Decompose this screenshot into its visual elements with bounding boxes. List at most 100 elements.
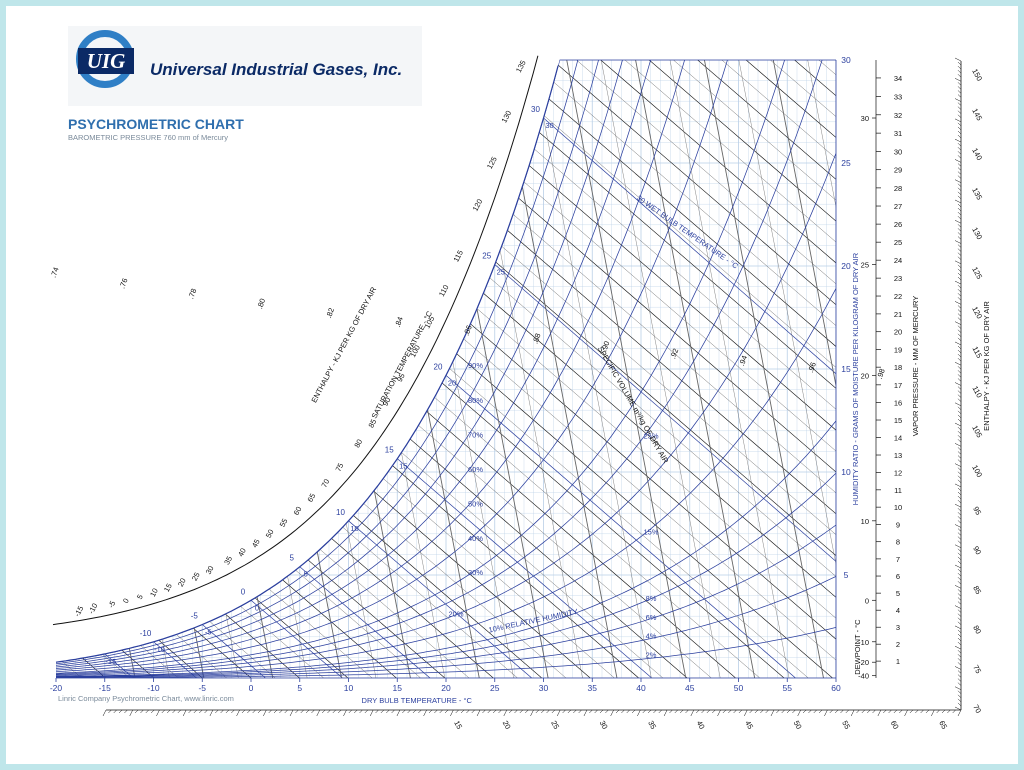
enthalpy-right-tick <box>954 463 962 467</box>
enthalpy-line <box>56 384 397 678</box>
enthalpy-scale-label: 30 <box>204 564 216 576</box>
enthalpy-bottom-tick <box>327 709 331 714</box>
enthalpy-bottom-label: 15 <box>452 719 464 731</box>
enthalpy-bottom-tick <box>883 709 887 714</box>
x-axis-tick-label: 60 <box>831 683 841 693</box>
x-axis-tick-label: -10 <box>147 683 160 693</box>
enthalpy-right-tick <box>957 272 962 277</box>
enthalpy-line <box>56 60 836 678</box>
relative-humidity-curve <box>56 576 836 678</box>
humidity-ratio-tick-label: 30 <box>841 55 851 65</box>
enthalpy-line <box>56 446 324 678</box>
enthalpy-bottom-tick <box>124 709 128 714</box>
enthalpy-bottom-tick <box>460 709 465 714</box>
vapor-pressure-tick-label: 7 <box>896 555 900 564</box>
specific-volume-label: .98 <box>875 367 887 380</box>
enthalpy-right-tick <box>957 694 962 699</box>
enthalpy-line <box>56 60 836 678</box>
enthalpy-bottom-tick <box>514 709 518 714</box>
enthalpy-bottom-tick <box>482 709 486 714</box>
enthalpy-right-tick <box>957 248 962 252</box>
enthalpy-right-tick <box>957 305 962 309</box>
enthalpy-bottom-tick <box>108 709 112 714</box>
enthalpy-right-tick <box>957 61 962 66</box>
enthalpy-bottom-tick <box>418 709 422 714</box>
enthalpy-right-tick <box>957 252 962 256</box>
enthalpy-right-tick <box>954 57 962 62</box>
specific-volume-label: .86 <box>462 324 474 337</box>
enthalpy-bottom-tick <box>925 709 930 714</box>
vapor-pressure-tick-label: 30 <box>894 147 902 156</box>
specific-volume-line <box>56 60 205 678</box>
wet-bulb-label: 15 <box>399 462 407 471</box>
enthalpy-bottom-tick <box>877 709 882 717</box>
enthalpy-scale-label: 95 <box>395 372 407 384</box>
enthalpy-line <box>56 614 130 678</box>
enthalpy-scale-label: 25 <box>190 571 202 583</box>
enthalpy-bottom-tick <box>353 709 358 714</box>
vapor-pressure-tick-label: 9 <box>896 520 900 529</box>
enthalpy-bottom-tick <box>166 709 171 714</box>
enthalpy-bottom-tick <box>102 709 107 717</box>
enthalpy-bottom-tick <box>316 709 320 717</box>
wet-bulb-line <box>202 624 266 678</box>
enthalpy-right-tick <box>957 581 962 585</box>
enthalpy-right-tick <box>957 69 962 74</box>
saturation-temperature-label: -5 <box>191 612 199 621</box>
enthalpy-right-tick <box>957 577 962 581</box>
enthalpy-right-tick <box>957 94 962 98</box>
enthalpy-scale-label: 15 <box>162 582 174 594</box>
enthalpy-scale-label: 130 <box>499 109 513 124</box>
enthalpy-bottom-tick <box>471 709 475 714</box>
enthalpy-bottom-tick <box>492 709 497 714</box>
x-axis-tick-label: -20 <box>50 683 63 693</box>
enthalpy-line <box>56 60 836 678</box>
enthalpy-right-tick <box>954 179 962 183</box>
enthalpy-right-tick <box>957 289 962 293</box>
vapor-pressure-axis-label: VAPOR PRESSURE - MM OF MERCURY <box>911 296 920 437</box>
logo: UIG Universal Industrial Gases, Inc. <box>68 26 422 106</box>
enthalpy-line <box>56 60 836 678</box>
enthalpy-bottom-tick <box>150 709 155 714</box>
dewpoint-tick-label: 0 <box>865 596 869 605</box>
saturation-curve <box>55 65 559 663</box>
enthalpy-right-tick <box>957 293 962 297</box>
enthalpy-line <box>56 60 836 678</box>
enthalpy-scale-label: -5 <box>106 599 117 609</box>
x-axis-tick-label: -5 <box>198 683 206 693</box>
enthalpy-bottom-tick <box>375 709 379 714</box>
enthalpy-right-tick <box>957 435 962 439</box>
enthalpy-right-label: 130 <box>970 226 984 241</box>
enthalpy-bottom-tick <box>241 709 246 714</box>
enthalpy-right-tick <box>954 625 962 630</box>
enthalpy-bottom-tick <box>508 709 513 714</box>
enthalpy-line <box>56 60 809 678</box>
enthalpy-right-tick <box>957 471 962 475</box>
enthalpy-right-tick <box>954 544 962 548</box>
enthalpy-right-label: 145 <box>970 107 984 122</box>
relative-humidity-curve <box>56 472 836 678</box>
enthalpy-bottom-tick <box>802 709 807 714</box>
enthalpy-right-label: 95 <box>971 505 983 517</box>
enthalpy-bottom-tick <box>519 709 523 714</box>
enthalpy-right-tick <box>954 585 962 589</box>
enthalpy-bottom-tick <box>145 709 149 714</box>
enthalpy-right-tick <box>957 345 962 350</box>
vapor-pressure-tick-label: 25 <box>894 238 902 247</box>
saturation-temperature-label: 30 <box>531 105 540 114</box>
vapor-pressure-tick-label: 3 <box>896 623 900 632</box>
humidity-ratio-tick-label: 10 <box>841 467 851 477</box>
enthalpy-bottom-tick <box>594 709 598 714</box>
enthalpy-right-tick <box>957 236 962 240</box>
enthalpy-bottom-tick <box>776 709 780 714</box>
enthalpy-right-tick <box>957 191 962 196</box>
enthalpy-right-tick <box>954 361 962 366</box>
enthalpy-line <box>56 60 836 678</box>
enthalpy-line <box>56 70 760 678</box>
vapor-pressure-tick-label: 12 <box>894 468 902 477</box>
relative-humidity-curve <box>56 288 836 676</box>
enthalpy-bottom-tick <box>792 709 796 714</box>
enthalpy-right-tick <box>954 483 962 488</box>
relative-humidity-label: 30% <box>468 568 483 577</box>
enthalpy-bottom-tick <box>279 709 283 714</box>
